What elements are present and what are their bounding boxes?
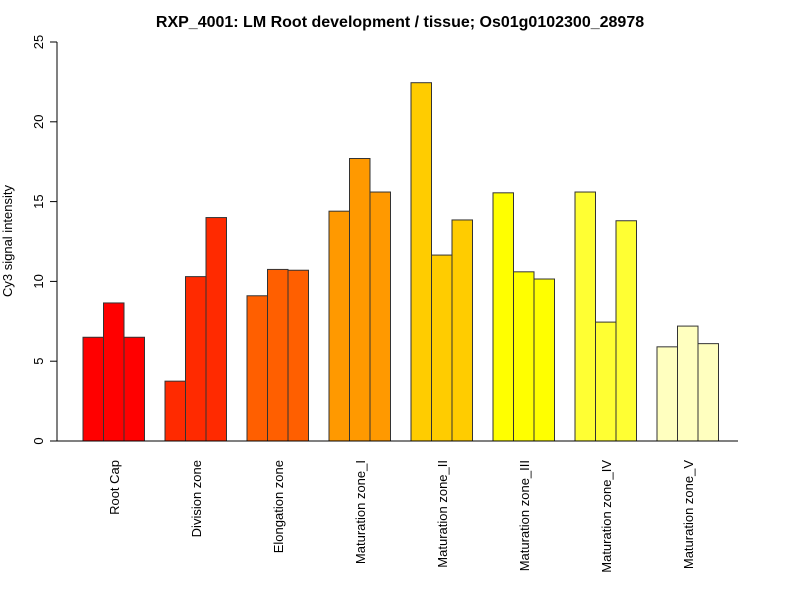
bar-group — [164, 217, 227, 442]
bar-group — [492, 192, 555, 442]
bar — [697, 343, 719, 442]
bar — [513, 271, 535, 442]
y-tick-label: 20 — [31, 115, 46, 129]
bar-group — [82, 302, 145, 442]
bar — [492, 192, 514, 442]
bar — [369, 191, 391, 442]
bar — [246, 295, 268, 442]
bar — [431, 254, 453, 442]
bar-group — [574, 191, 637, 442]
category-label: Division zone — [189, 460, 204, 537]
bar-group — [246, 268, 309, 442]
category-labels: Root Cap Division zone Elongation zone Matu… — [107, 460, 696, 573]
bar — [615, 220, 637, 442]
y-tick-label: 10 — [31, 274, 46, 288]
bar — [574, 191, 596, 442]
bar — [205, 217, 227, 442]
category-label: Maturation zone_II — [435, 460, 450, 568]
bar — [123, 336, 145, 442]
bars-group — [82, 82, 719, 442]
bar — [267, 268, 289, 442]
bar — [533, 278, 555, 442]
bar — [595, 321, 617, 442]
chart-title: RXP_4001: LM Root development / tissue; … — [156, 14, 644, 31]
bar — [164, 380, 186, 442]
y-tick-label: 15 — [31, 194, 46, 208]
category-label: Maturation zone_III — [517, 460, 532, 571]
bar-group — [410, 82, 473, 442]
bar-group — [328, 158, 391, 442]
category-label: Maturation zone_V — [681, 460, 696, 569]
bar — [656, 346, 678, 442]
bar — [287, 269, 309, 442]
bar — [410, 82, 432, 442]
bar-group — [656, 325, 719, 442]
y-tick-label: 5 — [31, 358, 46, 365]
y-tick-label: 0 — [31, 437, 46, 444]
category-label: Elongation zone — [271, 460, 286, 553]
bar — [328, 210, 350, 442]
bar — [82, 336, 104, 442]
bar — [677, 325, 699, 442]
bar — [103, 302, 125, 442]
category-label: Maturation zone_IV — [599, 460, 614, 573]
y-axis-label: Cy3 signal intensity — [0, 185, 15, 297]
bar — [185, 276, 207, 442]
y-axis: 0 5 10 15 20 25 — [31, 35, 58, 445]
bar — [349, 158, 371, 442]
category-label: Maturation zone_I — [353, 460, 368, 564]
bar — [451, 219, 473, 442]
category-label: Root Cap — [107, 460, 122, 515]
y-tick-label: 25 — [31, 35, 46, 49]
